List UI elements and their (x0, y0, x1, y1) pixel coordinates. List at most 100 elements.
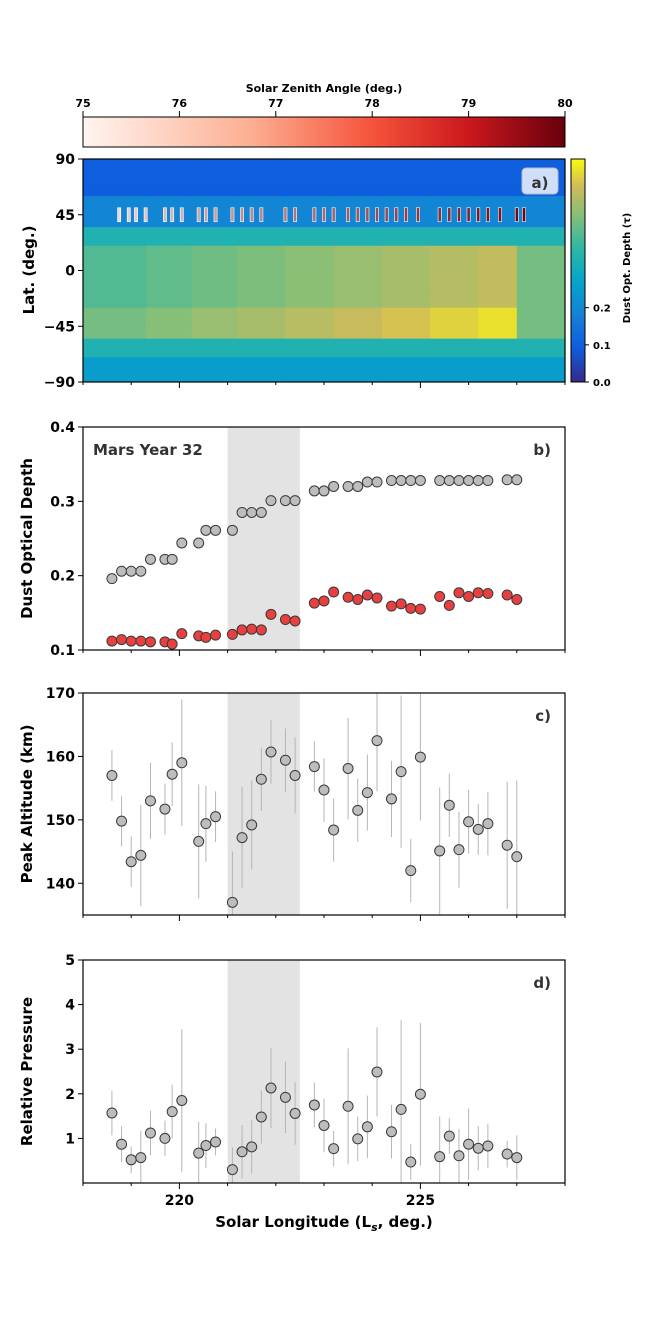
data-point-relative_pressure (166, 1106, 178, 1118)
heatmap-cell (191, 344, 238, 352)
data-point-red (166, 638, 178, 650)
heatmap-cell (285, 214, 335, 222)
data-point-relative_pressure (255, 1111, 267, 1123)
heatmap-cell (381, 245, 431, 253)
heatmap-cell (83, 245, 147, 253)
heatmap-cell (191, 233, 238, 241)
data-point-red (328, 586, 340, 598)
heatmap-cell (381, 307, 431, 315)
data-point-relative_pressure (265, 1082, 277, 1094)
heatmap-cell (478, 258, 518, 265)
x-axis-label: Solar Longitude (Ls, deg.) (215, 1213, 433, 1234)
data-point-red (226, 628, 238, 640)
heatmap-cell (478, 270, 518, 278)
data-point-relative_pressure (318, 1119, 330, 1131)
heatmap-cell (333, 276, 383, 284)
heatmap-cell (381, 344, 431, 352)
data-point-peak_altitude (511, 851, 523, 863)
heatmap-cell (516, 289, 565, 296)
heatmap-cell (83, 165, 147, 172)
heatmap-cell (430, 227, 479, 234)
heatmap-cell (237, 344, 287, 352)
data-point-red (135, 635, 147, 647)
dust-tick-label: 0.0 (593, 378, 611, 389)
heatmap-cell (191, 338, 238, 346)
panel-a: 90 45 0 −45 −90 Lat. (deg.) a) 0.0 0.1 0.2 Dus… (20, 152, 633, 391)
sza-marker (117, 207, 122, 223)
data-point-red (210, 629, 222, 641)
heatmap-cell (83, 264, 147, 272)
data-point-relative_pressure (193, 1147, 205, 1159)
sza-marker (283, 207, 288, 223)
heatmap-cell (285, 276, 335, 284)
heatmap-cell (333, 344, 383, 352)
sza-marker (355, 207, 360, 223)
data-point-relative_pressure (385, 1126, 397, 1138)
heatmap-cell (333, 301, 383, 309)
heatmap-cell (516, 326, 565, 334)
heatmap-cell (333, 351, 383, 358)
data-point-gray (135, 565, 147, 577)
data-point-peak_altitude (144, 795, 156, 807)
data-point-gray (166, 553, 178, 565)
heatmap-cell (516, 214, 565, 222)
heatmap-cell (478, 375, 518, 382)
heatmap-cell (285, 245, 335, 253)
data-point-relative_pressure (159, 1132, 171, 1144)
heatmap-cell (430, 363, 479, 371)
heatmap-cell (237, 165, 287, 172)
sza-marker (498, 207, 502, 223)
heatmap-cell (83, 196, 147, 203)
heatmap-cell (285, 183, 335, 191)
heatmap-cell (237, 307, 287, 315)
heatmap-cell (237, 357, 287, 365)
heatmap-cell (333, 326, 383, 334)
heatmap-cell (237, 159, 287, 166)
data-point-peak_altitude (395, 766, 407, 778)
data-point-peak_altitude (255, 773, 267, 785)
heatmap-cell (333, 159, 383, 166)
heatmap-cell (237, 332, 287, 340)
heatmap-cell (478, 363, 518, 371)
heatmap-cell (191, 282, 238, 290)
data-point-peak_altitude (308, 761, 320, 773)
data-point-peak_altitude (463, 816, 475, 828)
data-point-red (352, 593, 364, 605)
heatmap-cell (478, 313, 518, 321)
heatmap-cell (191, 276, 238, 284)
heatmap-cell (83, 239, 147, 247)
heatmap-cell (381, 264, 431, 272)
heatmap-cell (333, 313, 383, 321)
data-point-relative_pressure (414, 1088, 426, 1100)
heatmap-cell (478, 332, 518, 340)
heatmap-cell (237, 183, 287, 191)
panel-label: c) (535, 707, 551, 725)
heatmap-cell (237, 320, 287, 327)
heatmap-cell (430, 208, 479, 216)
dust-colorbar-gradient (570, 158, 586, 383)
sza-markers (117, 207, 526, 223)
heatmap-cell (191, 245, 238, 253)
panel-d: 1 2 3 4 5 220 225 Relative Pressure d) Solar Long… (18, 953, 566, 1234)
heatmap-cell (191, 177, 238, 185)
heatmap-cell (381, 270, 431, 278)
heatmap-cell (333, 338, 383, 346)
heatmap-cell (430, 320, 479, 327)
heatmap-cell (333, 239, 383, 247)
heatmap-cell (191, 239, 238, 247)
heatmap-cell (191, 295, 238, 303)
heatmap-cell (516, 301, 565, 309)
heatmap-cell (83, 251, 147, 259)
heatmap-cell (333, 233, 383, 241)
sza-marker (230, 207, 235, 223)
heatmap-cell (285, 295, 335, 303)
y-tick-label: 0.1 (50, 643, 75, 659)
heatmap-cell (237, 220, 287, 228)
panel-label: b) (533, 441, 551, 459)
heatmap-cell (285, 301, 335, 309)
heatmap-cell (381, 338, 431, 346)
data-point-peak_altitude (265, 746, 277, 758)
heatmap-cell (237, 264, 287, 272)
heatmap-cell (285, 344, 335, 352)
data-point-red (511, 593, 523, 605)
